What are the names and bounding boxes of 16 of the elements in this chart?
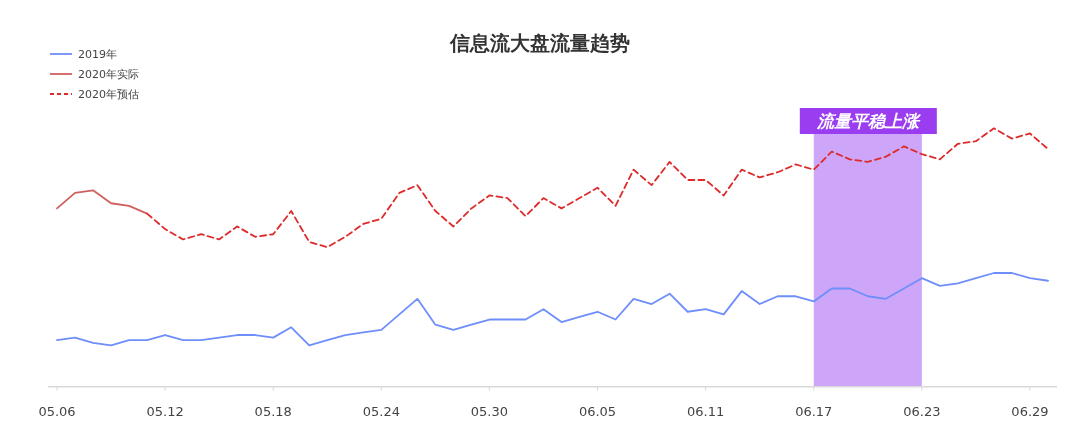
x-tick-label: 05.06 xyxy=(38,404,76,419)
x-tick-label: 05.18 xyxy=(254,404,292,419)
band: 流量平稳上涨 xyxy=(799,108,937,387)
x-tick-label: 06.29 xyxy=(1011,404,1049,419)
x-tick-label: 06.05 xyxy=(578,404,617,419)
x-tick-label: 06.17 xyxy=(795,404,833,419)
x-tick-label: 06.23 xyxy=(903,404,941,419)
band-label: 流量平稳上涨 xyxy=(815,111,921,131)
x-tick-label: 05.12 xyxy=(146,404,184,419)
x-tick-label: 06.11 xyxy=(687,404,725,419)
chart-title: 信息流大盘流量趋势 xyxy=(449,31,630,55)
x-tick-label: 05.24 xyxy=(362,404,400,419)
legend-label: 2020年实际 xyxy=(78,68,139,81)
legend-label: 2020年预估 xyxy=(78,88,139,101)
legend-label: 2019年 xyxy=(78,48,117,61)
x-tick-label: 05.30 xyxy=(470,404,509,419)
